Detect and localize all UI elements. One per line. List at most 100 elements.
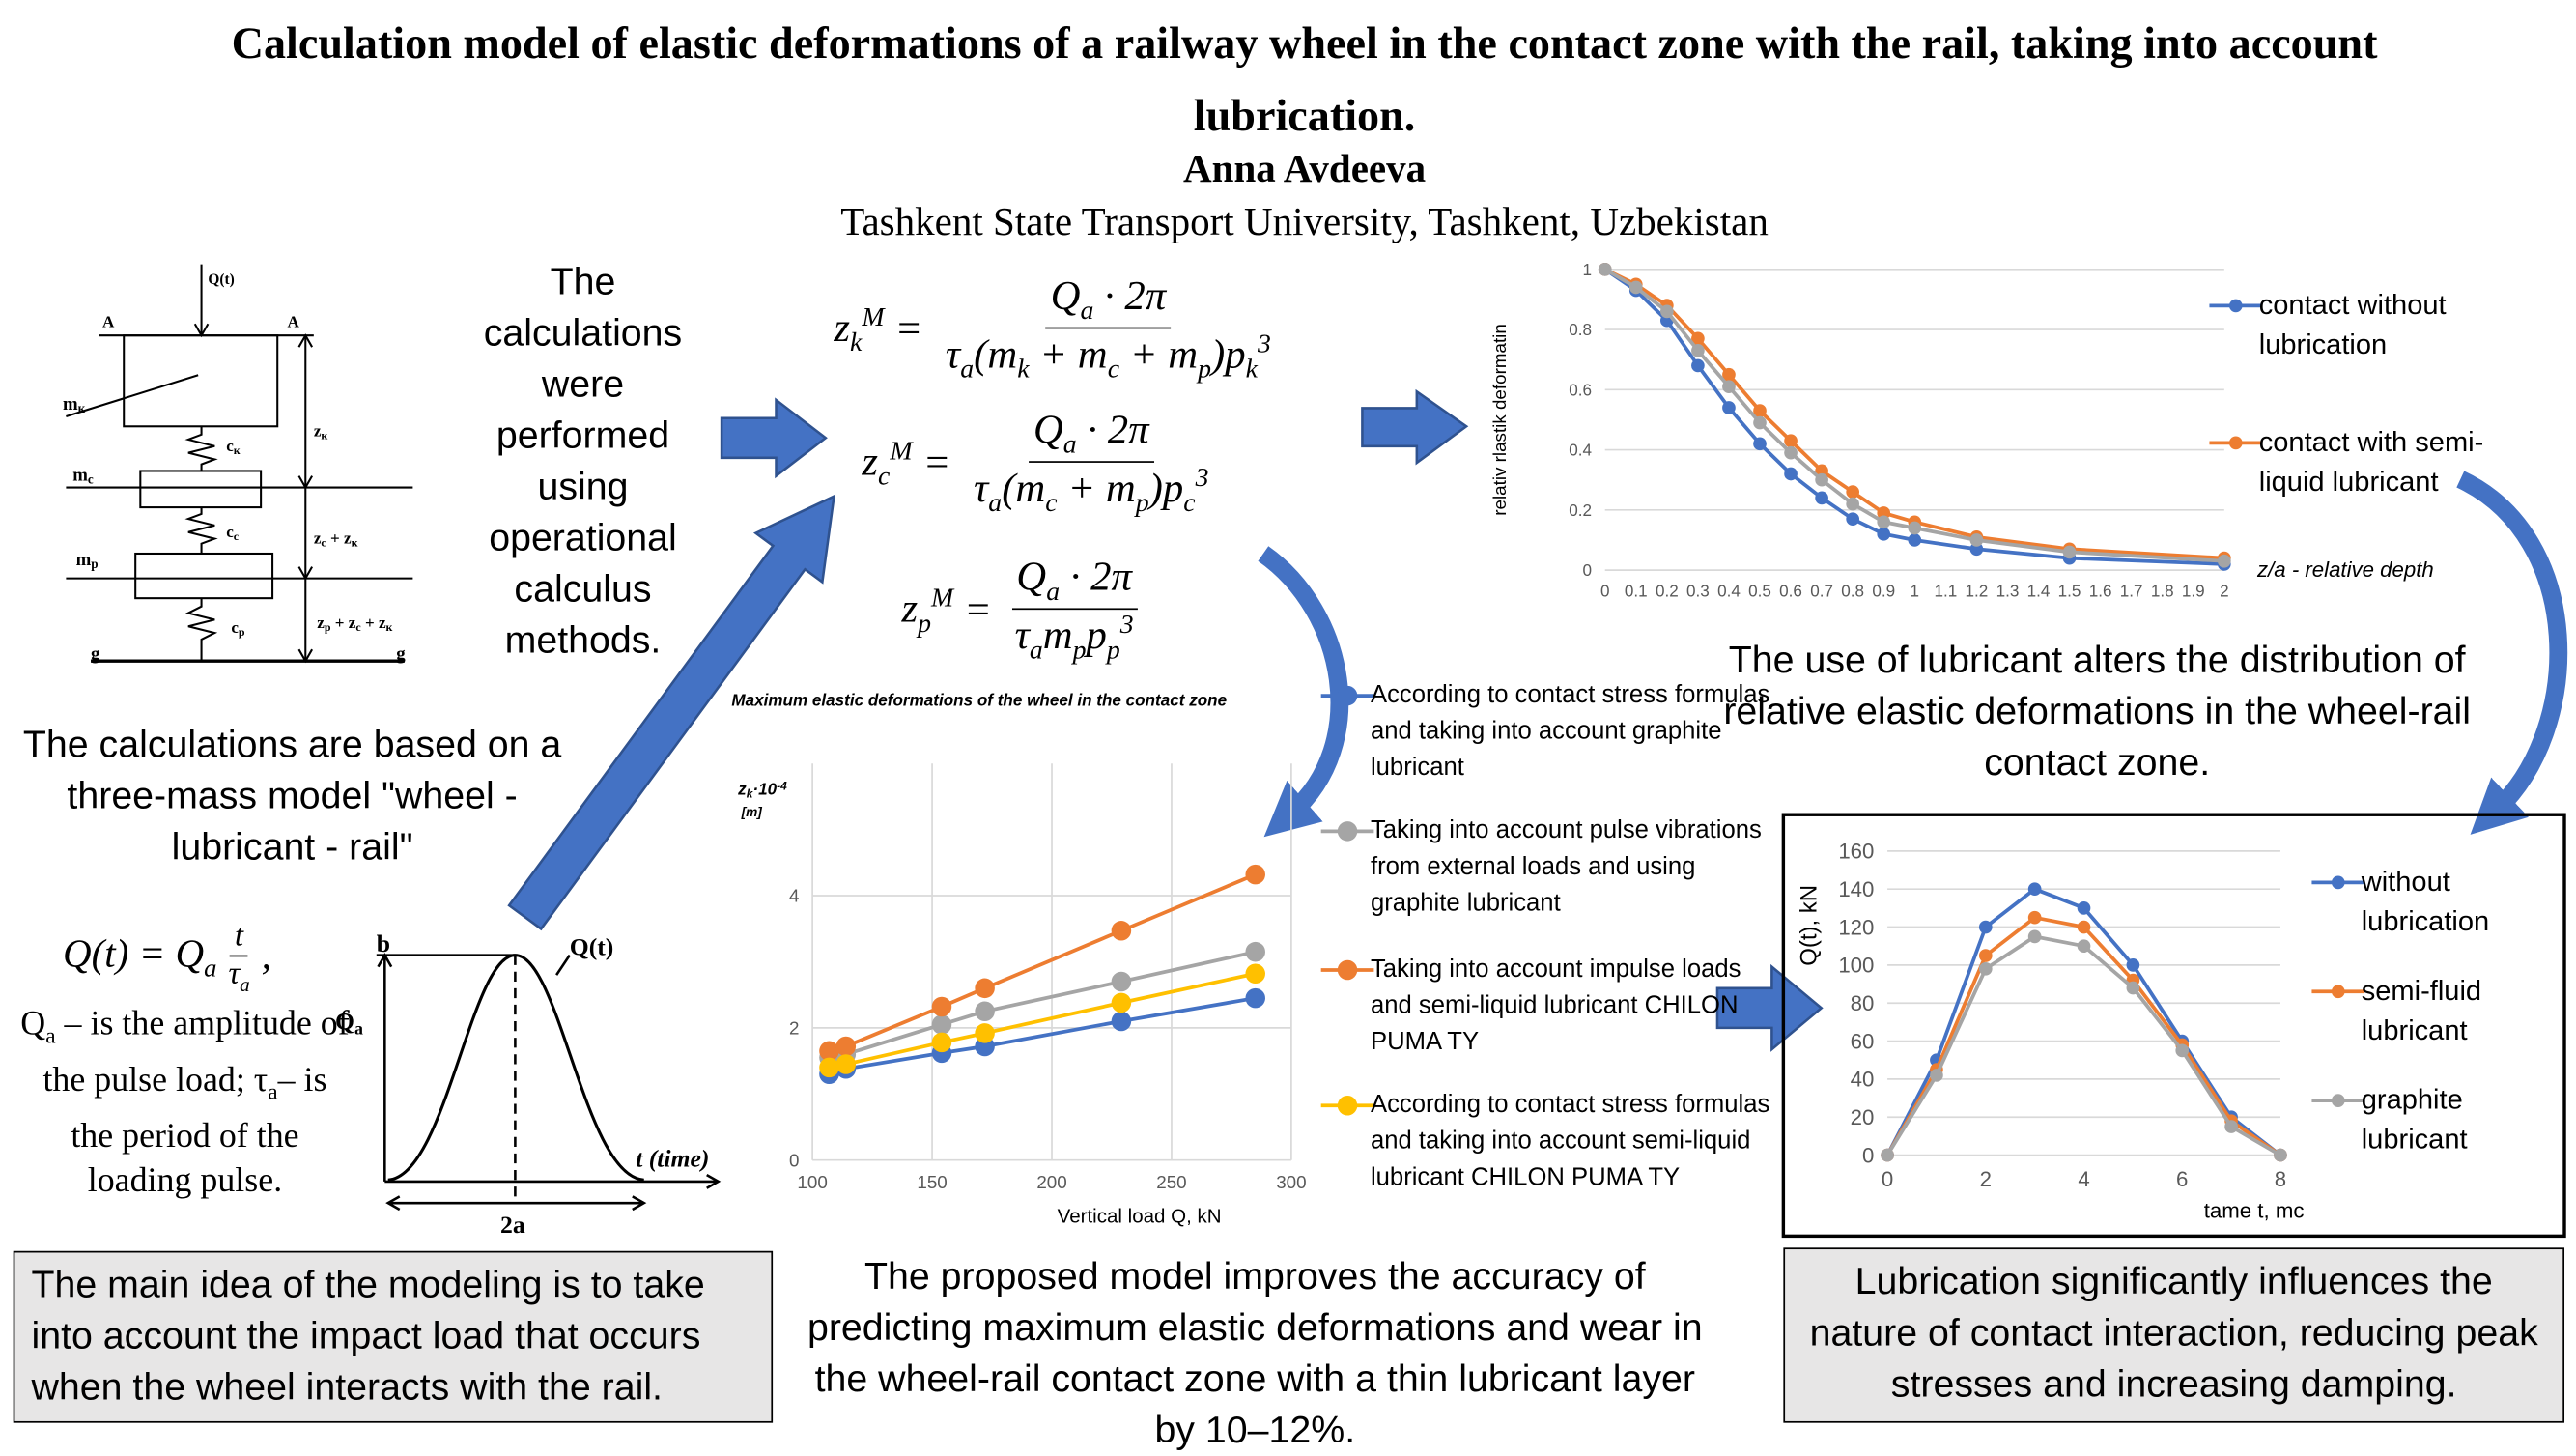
text-segment: k xyxy=(1017,354,1030,385)
data-point xyxy=(1722,401,1736,414)
text-segment: k xyxy=(747,787,754,801)
data-point xyxy=(1628,280,1643,295)
x-tick-label: 0.8 xyxy=(1841,582,1864,600)
text-segment: Q xyxy=(1016,555,1047,600)
text-segment: k xyxy=(1245,354,1258,385)
formula: zpM = Qa · 2π τamppp3 xyxy=(901,556,1145,667)
legend-label: contact with semi-liquid lubricant xyxy=(2258,426,2484,498)
y-tick-label: 120 xyxy=(1838,915,1874,939)
x-tick-label: 1.1 xyxy=(1934,582,1957,600)
data-point xyxy=(1877,527,1891,541)
legend-label: Taking into account impulse loads and se… xyxy=(1370,955,1741,1056)
data-point xyxy=(1908,533,1922,547)
data-point xyxy=(1245,941,1265,962)
numerator: Qa · 2π xyxy=(1011,555,1138,611)
text-segment: c xyxy=(321,536,326,550)
x-axis-label: tame t, mc xyxy=(2204,1199,2305,1223)
data-point xyxy=(1691,358,1705,373)
legend-label: According to contact stress formulas and… xyxy=(1370,680,1770,783)
x-tick-label: 0.1 xyxy=(1625,582,1648,600)
data-point xyxy=(975,1023,995,1043)
data-point xyxy=(819,1057,839,1078)
x-tick-label: 0.3 xyxy=(1686,582,1710,600)
data-point xyxy=(1111,992,1132,1013)
y-tick-label: 160 xyxy=(1838,840,1874,864)
x-tick-label: 250 xyxy=(1156,1172,1186,1192)
text-segment: p xyxy=(918,608,931,638)
diagram-label: A xyxy=(102,313,115,331)
data-point xyxy=(2062,545,2077,559)
x-tick-label: 0.5 xyxy=(1748,582,1771,600)
denominator: τa(mc + mp)pc3 xyxy=(969,463,1214,520)
data-point xyxy=(2027,882,2042,897)
text-segment: a xyxy=(268,1079,278,1105)
series-line xyxy=(828,872,1257,1053)
pulse-label: Q(t) xyxy=(570,933,614,961)
text-segment: τ xyxy=(945,332,961,378)
text-segment: c xyxy=(355,620,361,634)
text-segment: A xyxy=(102,313,115,331)
text-segment: a xyxy=(204,954,217,983)
data-point xyxy=(1978,920,1993,934)
text-segment: Q xyxy=(20,1003,46,1043)
y-axis-label: Q(t), kN xyxy=(1797,885,1823,966)
diagram-label: cc xyxy=(226,523,240,543)
data-point xyxy=(1660,304,1674,319)
data-point xyxy=(1881,1148,1894,1162)
text-segment: m xyxy=(63,394,78,414)
arrow xyxy=(507,494,836,931)
data-point xyxy=(2027,929,2042,944)
diagram-label: mc xyxy=(72,466,94,487)
data-point xyxy=(2077,920,2091,934)
formula: zcM = Qa · 2π τa(mc + mp)pc3 xyxy=(862,408,1220,519)
arrow xyxy=(1361,388,1469,466)
text-segment: + m xyxy=(1057,466,1136,512)
series-line xyxy=(1603,268,2224,560)
distribution-note: The use of lubricant alters the distribu… xyxy=(1723,638,2472,784)
legend-label: contact without lubrication xyxy=(2258,289,2447,360)
text-segment: p xyxy=(325,620,331,634)
text-segment: a xyxy=(960,354,975,385)
y-tick-label: 4 xyxy=(789,886,799,906)
text-segment: p xyxy=(1198,354,1212,385)
x-tick-label: 1.7 xyxy=(2120,582,2143,600)
data-point xyxy=(1815,491,1828,505)
text-segment: τ xyxy=(1014,614,1030,659)
text-segment: c xyxy=(226,523,234,541)
accuracy-note: The proposed model improves the accuracy… xyxy=(807,1254,1703,1451)
pulse-diagram xyxy=(376,953,722,1212)
arrows xyxy=(507,388,2568,1052)
text-segment: Q(t) xyxy=(208,271,234,288)
data-point xyxy=(975,978,995,999)
text-segment: τ xyxy=(973,466,989,512)
data-point xyxy=(1930,1069,1943,1082)
legend-marker xyxy=(1337,685,1358,706)
x-tick-label: 1.6 xyxy=(2089,582,2112,600)
text-segment: (m xyxy=(1002,466,1046,512)
diagram-label: Q(t) xyxy=(208,271,234,288)
data-point xyxy=(1753,404,1767,417)
affiliation: Tashkent State Transport University, Tas… xyxy=(840,201,1769,245)
data-point xyxy=(1111,1011,1132,1032)
y-tick-label: 60 xyxy=(1851,1029,1875,1053)
data-point xyxy=(931,1032,952,1053)
data-point xyxy=(1245,864,1265,885)
text-segment: p xyxy=(1086,614,1107,659)
x-tick-label: 1.8 xyxy=(2151,582,2174,600)
legend-marker xyxy=(2331,1094,2345,1107)
fraction: t τa xyxy=(223,919,254,998)
data-point xyxy=(1111,921,1132,941)
text-segment: z xyxy=(901,585,919,632)
fraction: Qa · 2π τa(mk + mc + mp)pk3 xyxy=(941,274,1276,385)
x-tick-label: 0.9 xyxy=(1872,582,1895,600)
data-point xyxy=(1111,971,1132,992)
text-segment: z xyxy=(314,422,322,441)
text-segment: m xyxy=(76,550,92,570)
data-point xyxy=(1691,344,1705,357)
text-segment: t xyxy=(235,918,244,954)
text-segment: · 2π xyxy=(1076,408,1149,453)
y-tick-label: 0.2 xyxy=(1569,501,1592,520)
x-axis-label: z/a - relative depth xyxy=(2256,557,2434,582)
data-point xyxy=(1245,963,1265,985)
chart-title: Maximum elastic deformations of the whee… xyxy=(731,691,1227,709)
